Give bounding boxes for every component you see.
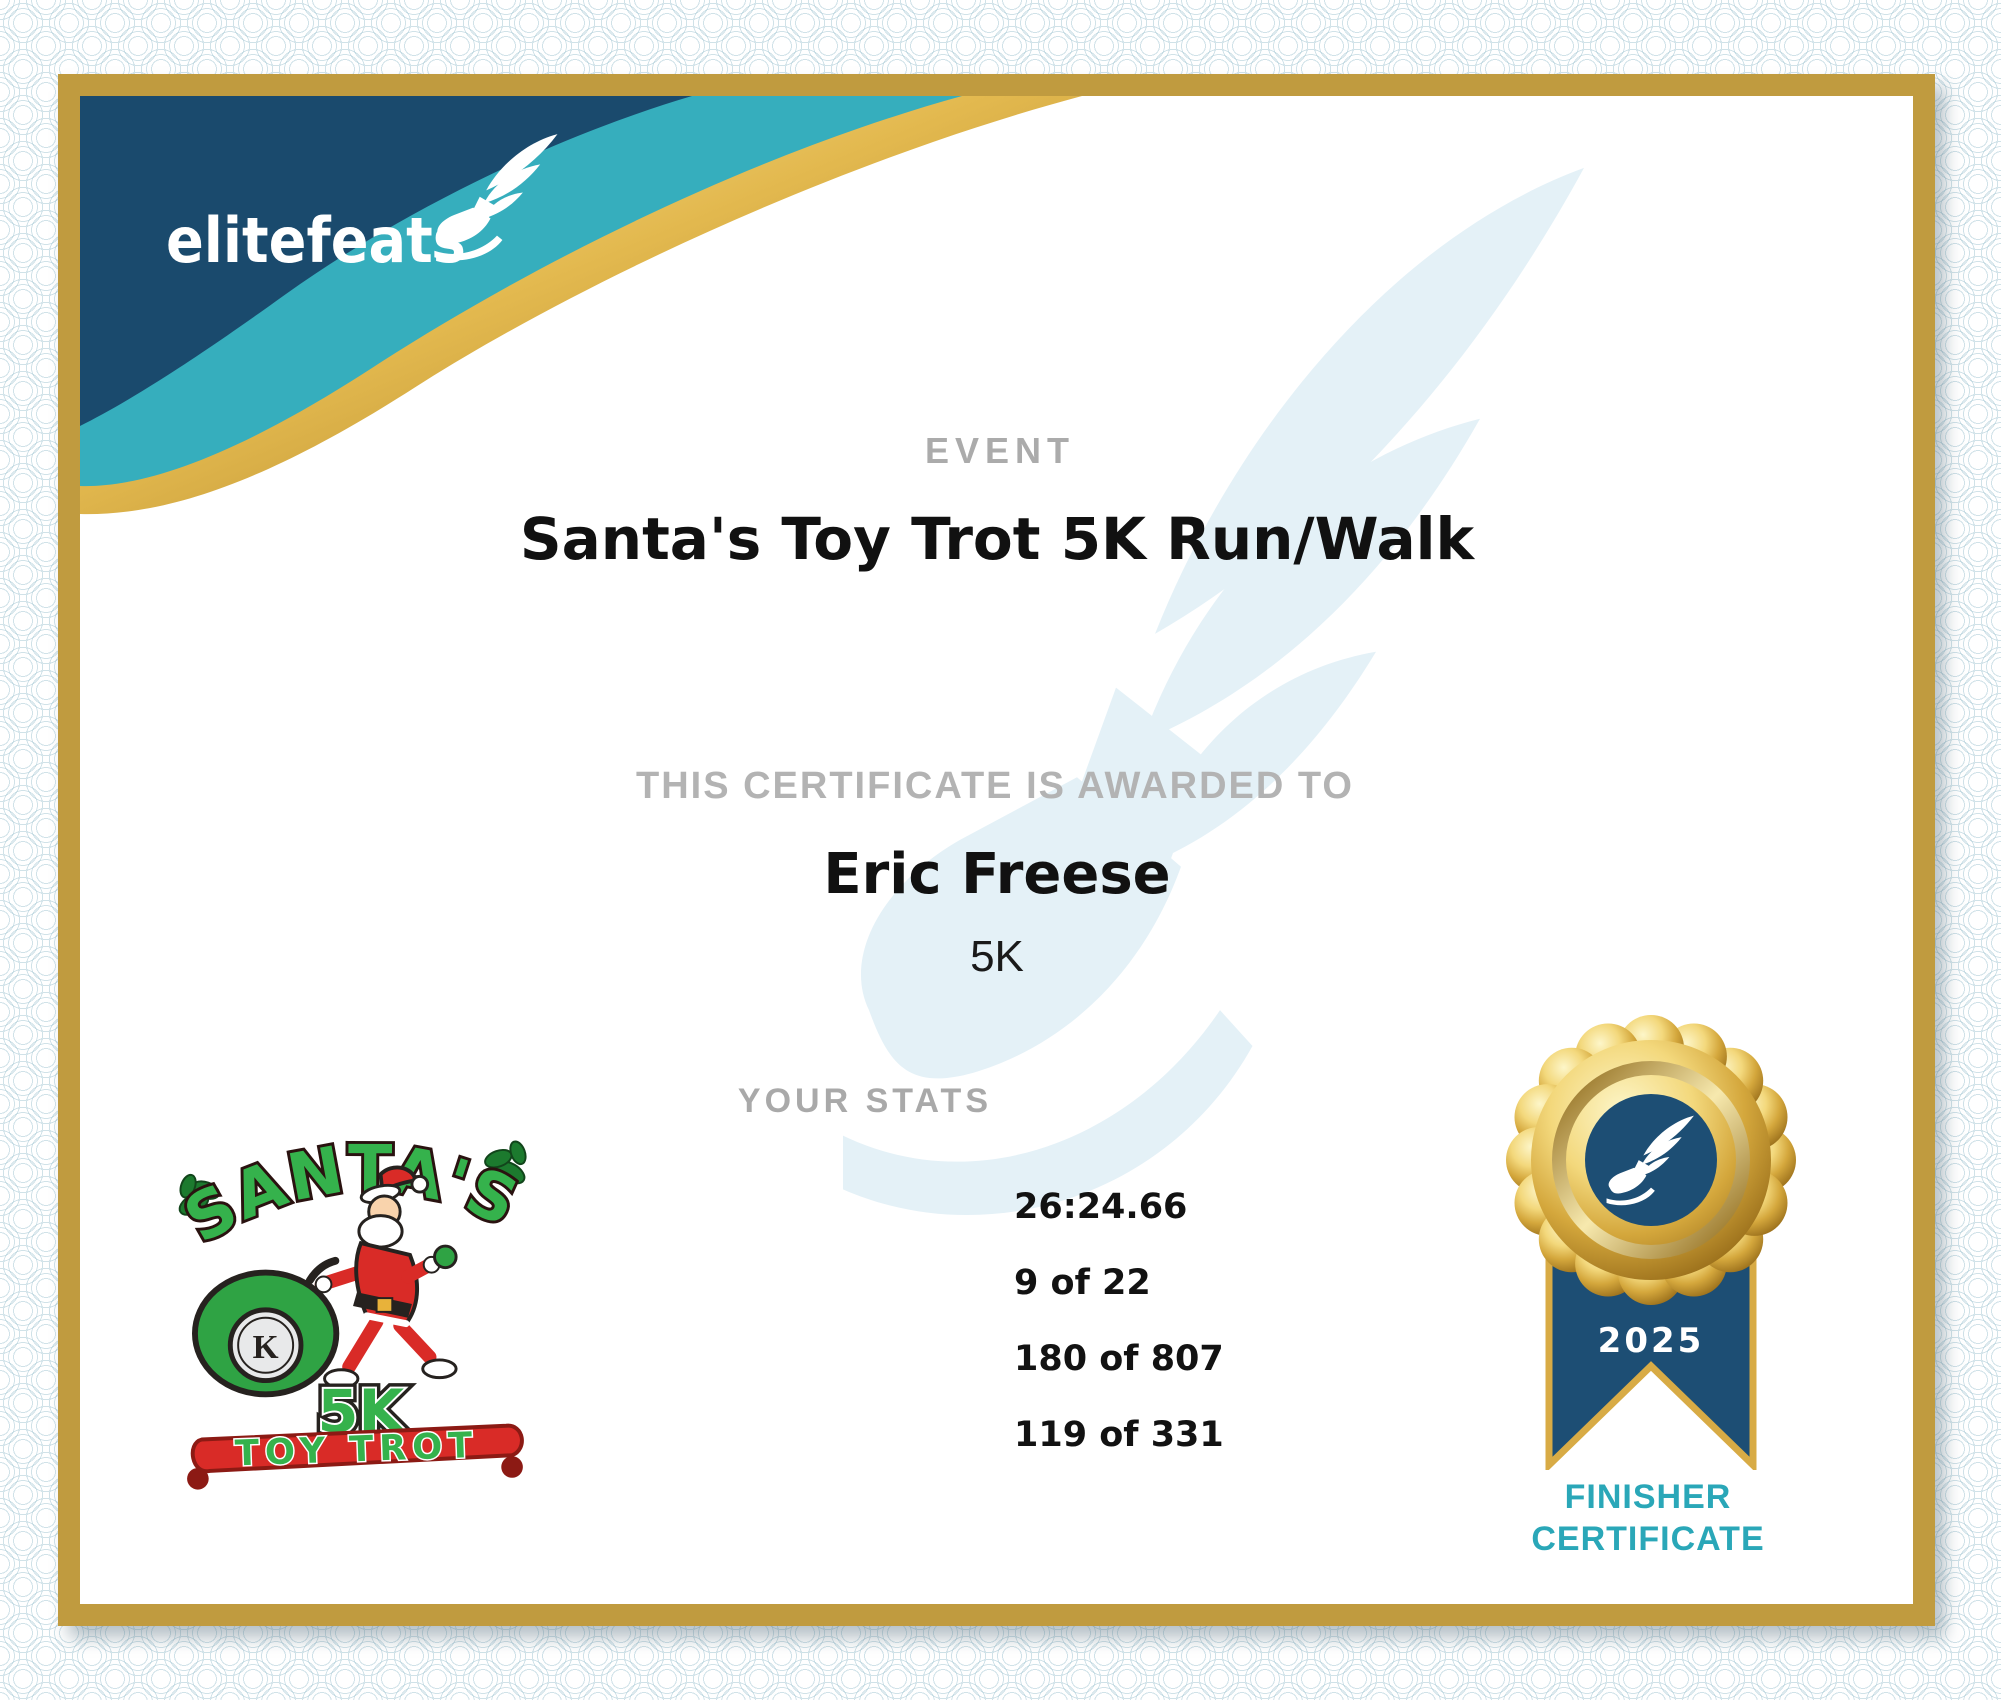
banner-text: TOY TROT bbox=[234, 1425, 479, 1474]
stat-value: 180 of 807 bbox=[1014, 1339, 1224, 1379]
awarded-to-label: THIS CERTIFICATE IS AWARDED TO bbox=[636, 765, 1354, 807]
race-distance: 5K bbox=[970, 932, 1024, 981]
finisher-line1: FINISHER bbox=[1564, 1478, 1732, 1516]
santas-toy-trot-logo: SANTA'S K 5K 5K TOY TROT bbox=[172, 1129, 531, 1490]
running-santa bbox=[314, 1165, 458, 1389]
stat-value: 119 of 331 bbox=[1014, 1415, 1224, 1455]
medal-year: 2025 bbox=[1598, 1321, 1705, 1361]
toy-sack: K bbox=[192, 1256, 340, 1398]
kiwanis-emblem bbox=[227, 1307, 304, 1384]
header-swoosh: elitefeats bbox=[80, 96, 1082, 515]
holly-left-icon bbox=[178, 1173, 220, 1216]
navy-swoosh bbox=[80, 96, 692, 426]
recipient-name: Eric Freese bbox=[823, 842, 1171, 907]
logo-arc-text: SANTA'S bbox=[173, 1132, 530, 1258]
medal-rosette bbox=[1506, 1015, 1796, 1305]
stats-heading: YOUR STATS bbox=[737, 1082, 992, 1120]
event-label: EVENT bbox=[924, 430, 1076, 471]
finisher-line2: CERTIFICATE bbox=[1531, 1520, 1765, 1558]
holly-right-icon bbox=[484, 1140, 527, 1185]
toy-trot-banner: TOY TROT bbox=[187, 1423, 524, 1490]
finisher-medal: 2025 bbox=[1506, 1015, 1796, 1470]
stat-value: 9 of 22 bbox=[1014, 1263, 1151, 1303]
brand-logo-text: elitefeats bbox=[166, 204, 466, 277]
stat-value: 26:24.66 bbox=[1014, 1187, 1188, 1227]
emblem-letter: K bbox=[253, 1329, 279, 1366]
event-title: Santa's Toy Trot 5K Run/Walk bbox=[519, 505, 1475, 573]
finisher-caption: FINISHER CERTIFICATE bbox=[1531, 1476, 1764, 1560]
